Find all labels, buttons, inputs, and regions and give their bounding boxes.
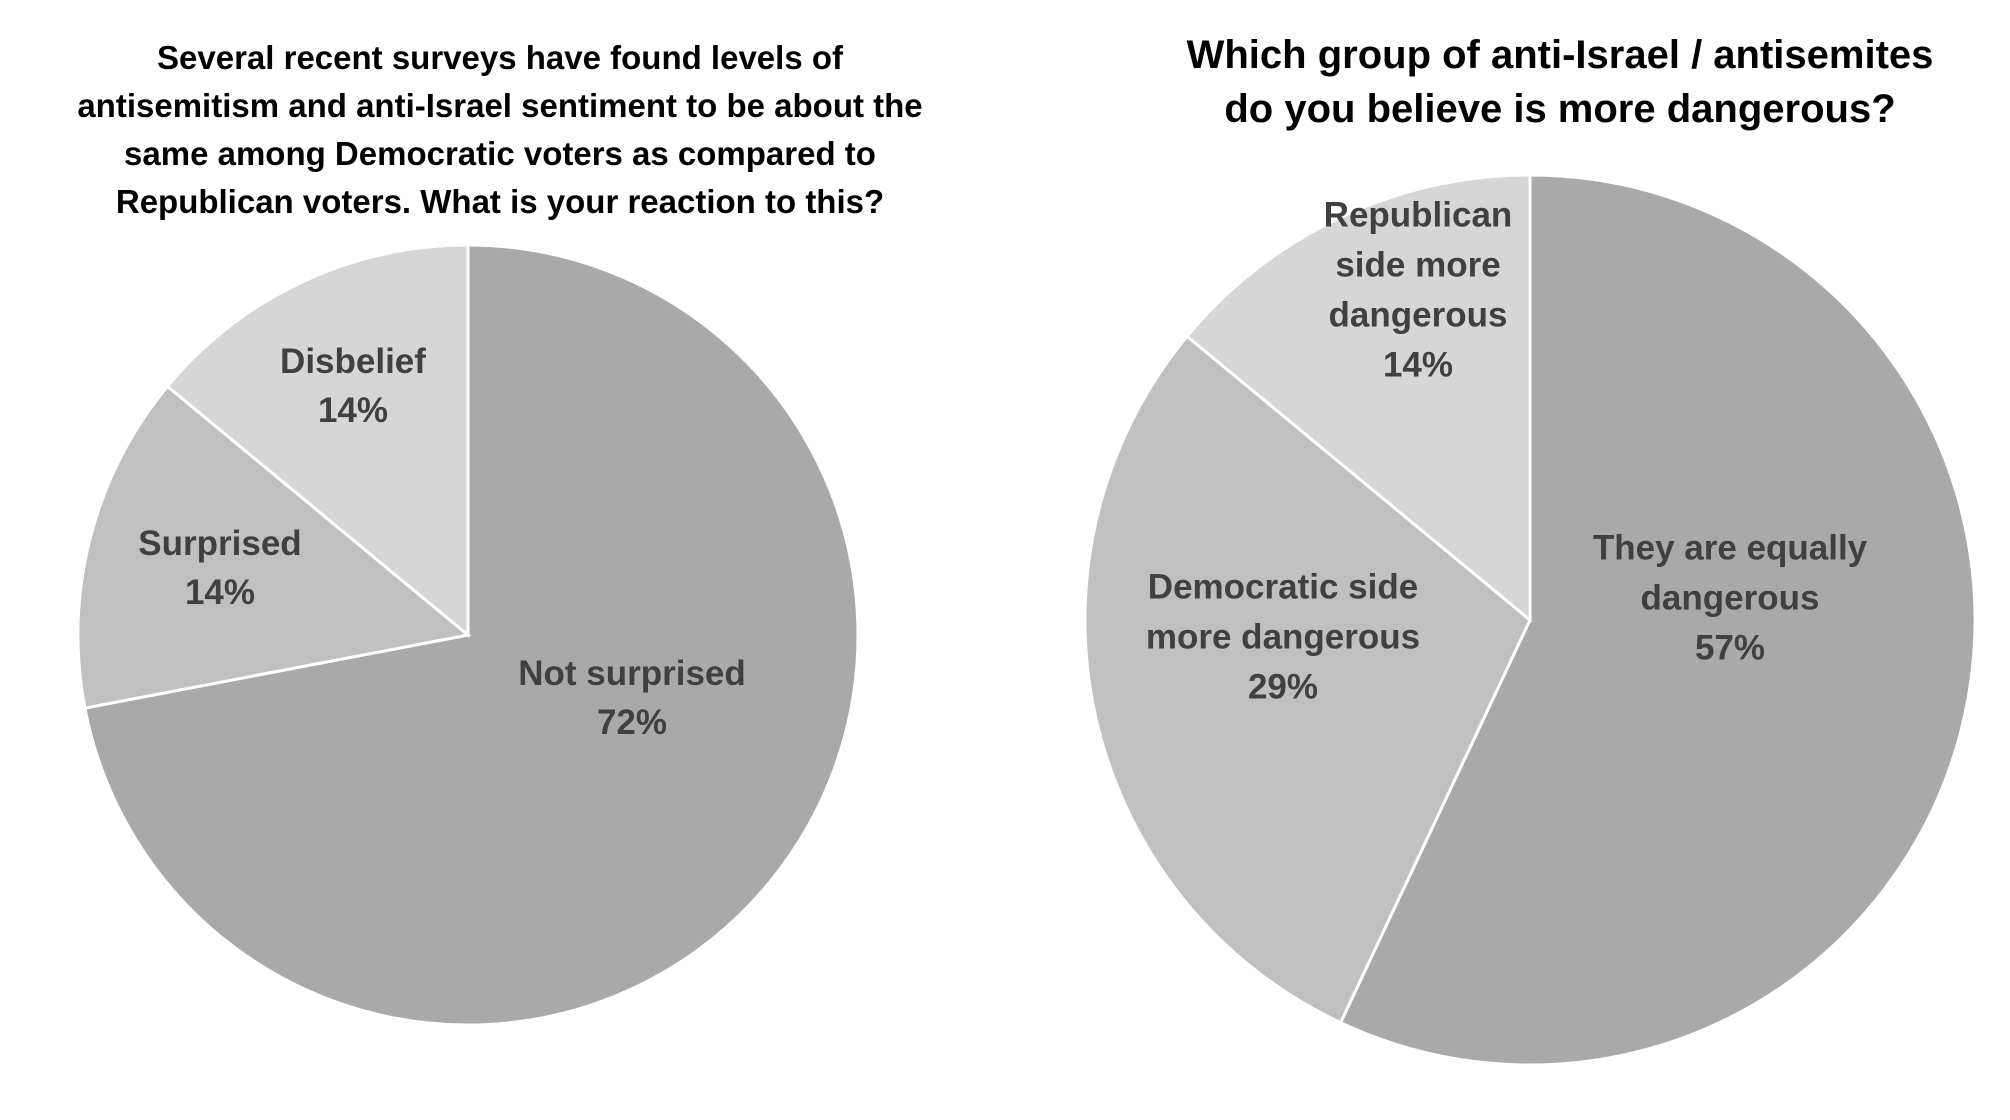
slice-label-line: Disbelief bbox=[280, 342, 426, 381]
pie-chart-reaction: Not surprised 72% Surprised 14% Disbelief 14% bbox=[76, 243, 860, 1027]
slice-label-surprised: Surprised 14% bbox=[138, 524, 301, 612]
slice-value-label: 57% bbox=[1695, 628, 1765, 667]
pie-slice-not-surprised bbox=[83, 243, 860, 1027]
slice-label-line: Surprised bbox=[138, 524, 301, 563]
slice-label-line: Democratic side bbox=[1148, 567, 1418, 606]
slice-label-line: dangerous bbox=[1641, 578, 1820, 617]
slice-label-line: side more bbox=[1335, 245, 1500, 284]
pie-slice-surprised bbox=[76, 384, 472, 710]
slice-label-they-are-equally-dangerous: They are equally dangerous 57% bbox=[1593, 528, 1868, 667]
chart-title-danger: Which group of anti-Israel / antisemites… bbox=[1186, 33, 1934, 131]
slice-value-label: 14% bbox=[318, 391, 388, 430]
pie-slice-republican-side-more-dangerous bbox=[1185, 173, 1532, 624]
slice-label-republican-side-more-dangerous: Republican side more dangerous 14% bbox=[1324, 195, 1513, 384]
slice-label-line: dangerous bbox=[1329, 295, 1508, 334]
slice-label-democratic-side-more-dangerous: Democratic side more dangerous 29% bbox=[1146, 567, 1420, 706]
pie-chart-danger: They are equally dangerous 57% Democratic s… bbox=[1083, 173, 1977, 1067]
pie-slice-they-are-equally-dangerous bbox=[1338, 173, 1977, 1067]
slice-label-not-surprised: Not surprised 72% bbox=[518, 654, 746, 742]
slice-label-line: Republican bbox=[1324, 195, 1513, 234]
slice-value-label: 14% bbox=[185, 573, 255, 612]
slice-label-line: Not surprised bbox=[518, 654, 746, 693]
chart-title-reaction: Several recent surveys have found levels… bbox=[77, 39, 923, 220]
slice-label-line: more dangerous bbox=[1146, 617, 1420, 656]
slice-label-disbelief: Disbelief 14% bbox=[280, 342, 426, 430]
pie-slice-democratic-side-more-dangerous bbox=[1083, 334, 1532, 1025]
slice-value-label: 29% bbox=[1248, 667, 1318, 706]
slice-value-label: 14% bbox=[1383, 345, 1453, 384]
slice-value-label: 72% bbox=[597, 703, 667, 742]
slice-label-line: They are equally bbox=[1593, 528, 1868, 567]
pie-slice-disbelief bbox=[165, 243, 470, 639]
